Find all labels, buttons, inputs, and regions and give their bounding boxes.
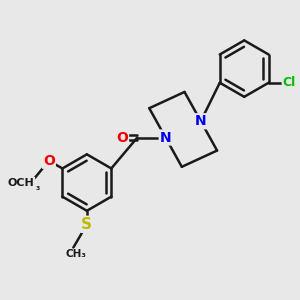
Text: N: N <box>160 130 171 145</box>
Text: CH₃: CH₃ <box>65 249 86 259</box>
Text: ₃: ₃ <box>35 182 40 192</box>
Text: O: O <box>43 154 55 168</box>
Text: S: S <box>81 217 92 232</box>
Text: OCH: OCH <box>8 178 34 188</box>
Text: Cl: Cl <box>283 76 296 89</box>
Text: O: O <box>116 130 128 145</box>
Text: N: N <box>195 114 207 128</box>
